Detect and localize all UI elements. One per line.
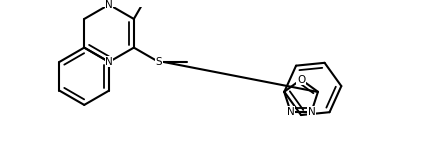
Text: N: N bbox=[308, 107, 316, 117]
Text: O: O bbox=[297, 74, 305, 85]
Text: N: N bbox=[287, 107, 295, 117]
Text: N: N bbox=[105, 57, 113, 67]
Text: S: S bbox=[155, 57, 162, 67]
Text: N: N bbox=[105, 0, 113, 10]
